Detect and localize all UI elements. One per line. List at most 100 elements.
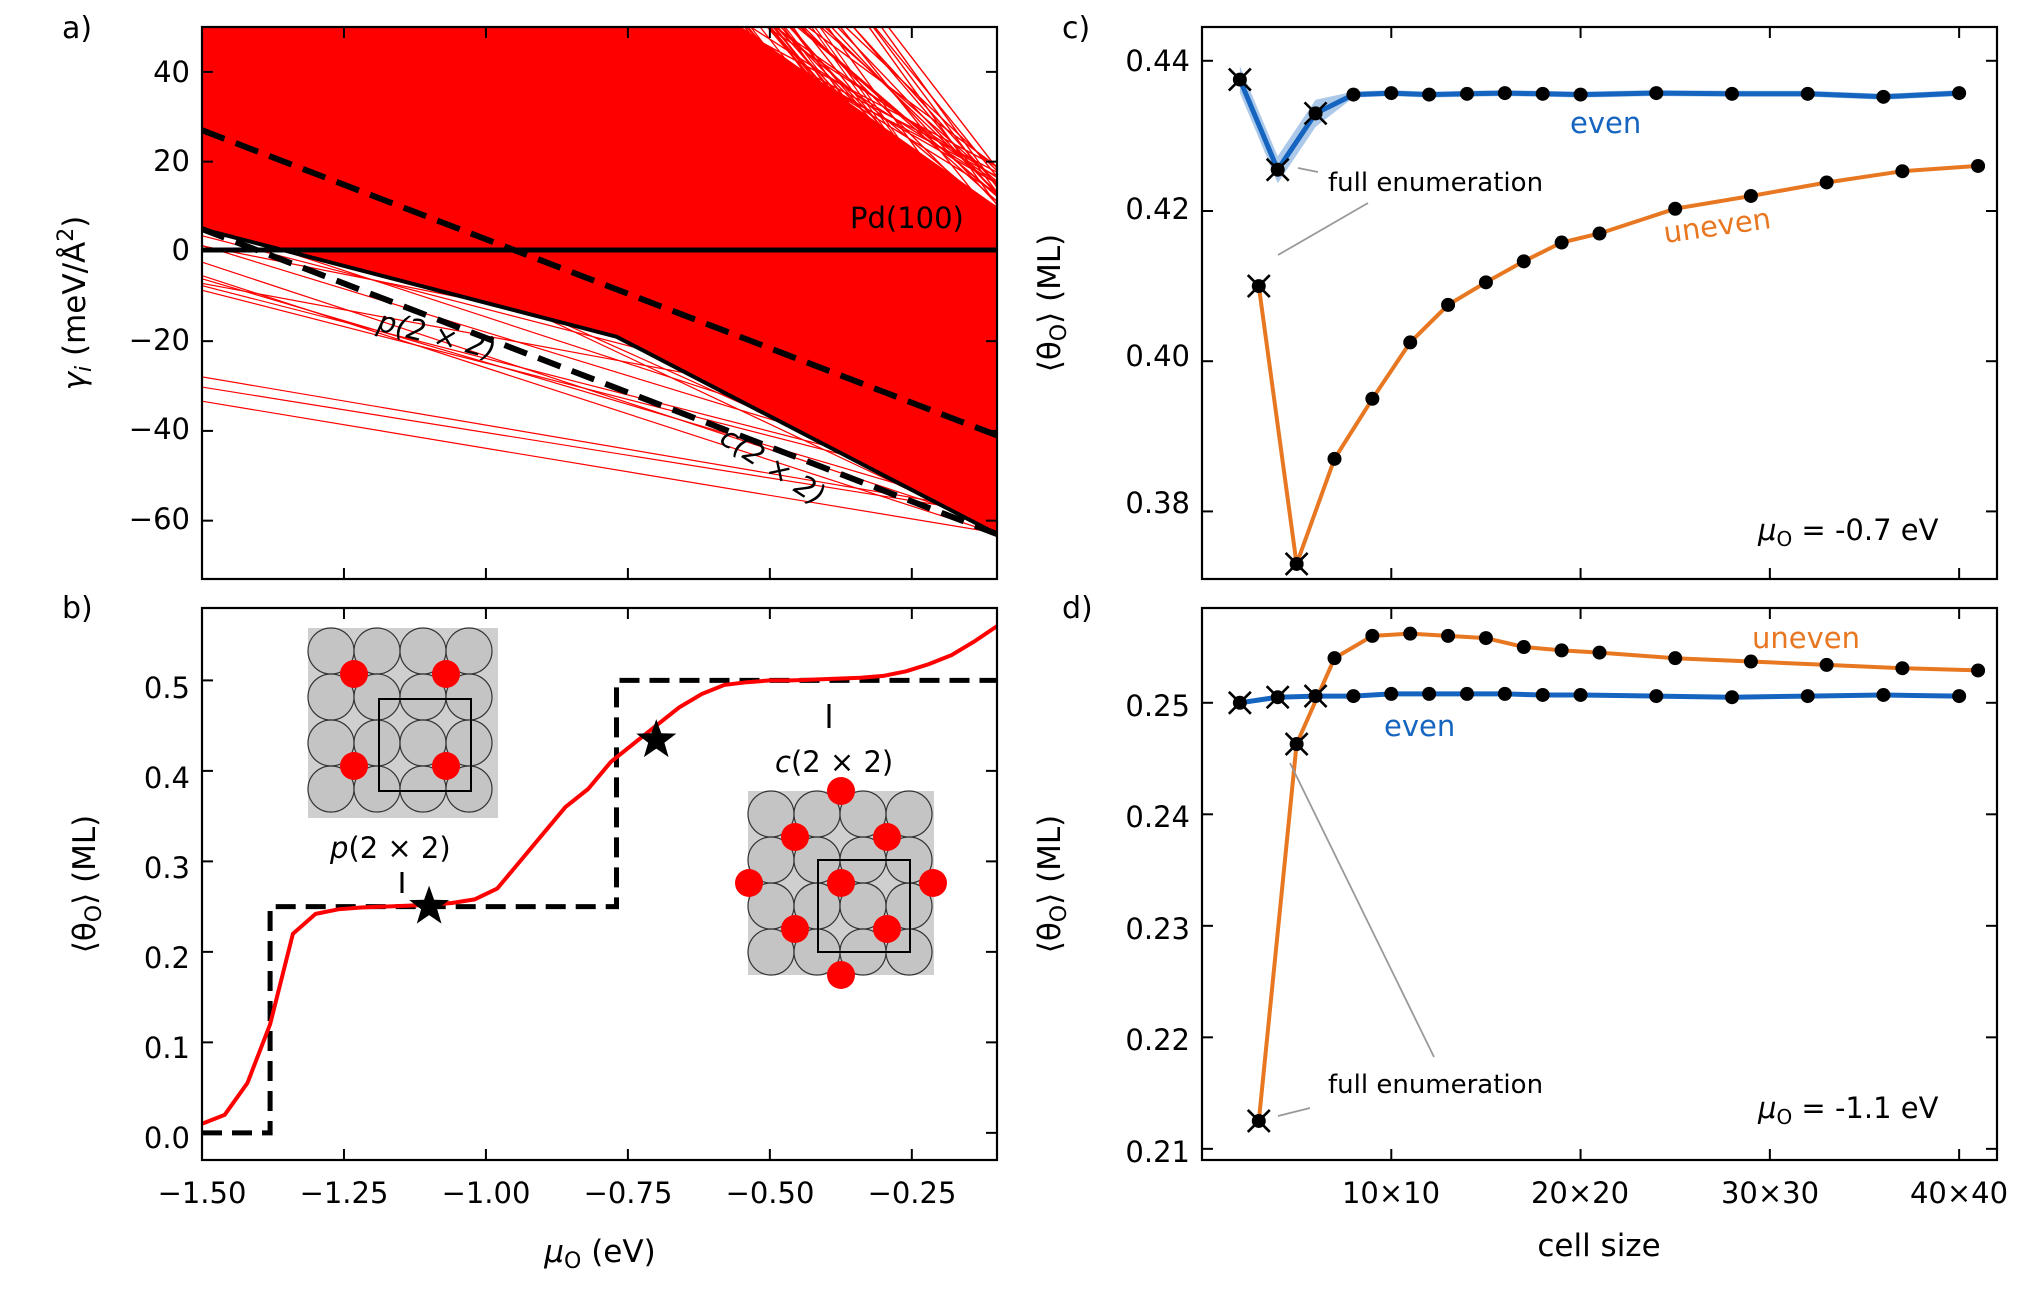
panel-d-xlabel: cell size (1537, 1228, 1660, 1264)
ylabel-symbol: ⟨θ (1032, 922, 1068, 953)
oxygen-atom (781, 915, 809, 943)
cross-marker (1227, 67, 1252, 92)
c2x2-inset (735, 777, 947, 989)
data-point (1876, 687, 1891, 702)
data-point (1403, 626, 1418, 641)
mu-symbol: μ (1757, 513, 1776, 547)
panel-c-frame (1200, 25, 1999, 581)
data-point (1592, 645, 1607, 660)
energy-line (830, 27, 997, 205)
panel-a-frame (200, 25, 999, 581)
star-marker (409, 885, 450, 924)
c2x2-unit-cell (817, 859, 911, 953)
p-symbol: p (329, 831, 348, 865)
d-uneven-label: uneven (1752, 621, 1860, 655)
a-p2x2-label: p(2 × 2) (373, 304, 499, 366)
data-point (1422, 686, 1437, 701)
energy-line (798, 27, 997, 202)
pd100-label: Pd(100) (850, 201, 964, 235)
panel-c-yticklabels: 0.38 0.40 0.42 0.44 (1125, 44, 1190, 520)
panel-a-label: a) (62, 11, 92, 46)
b-xtick-label: −0.50 (726, 1176, 815, 1210)
c-symbol: c (775, 745, 791, 779)
oxygen-atom (827, 869, 855, 897)
panel-d-label: d) (1062, 591, 1093, 626)
p2x2-atoms (307, 627, 493, 813)
c-pointer-even (1297, 167, 1319, 173)
energy-line (872, 27, 997, 193)
xlabel-symbol: μ (543, 1234, 564, 1270)
data-point (1952, 86, 1967, 101)
panel-d: d) 0.21 0.22 0.23 0.24 0.25 10×10 20×20 … (1032, 591, 2008, 1264)
b-p2x2-label: p(2 × 2) (329, 831, 451, 865)
data-point (1384, 86, 1399, 101)
panel-c-label: c) (1062, 11, 1090, 46)
ylabel-symbol: γ (57, 370, 93, 390)
oxygen-atom (735, 869, 763, 897)
c-mu-label: μO = -0.7 eV (1757, 513, 1939, 551)
panel-b: b) 0.5 0.4 0.3 0.2 0.1 0.0 −1.50 −1.25 −… (62, 591, 999, 1274)
data-point (1365, 628, 1380, 643)
ylabel-unit: (meV/Å (57, 242, 93, 366)
panel-c-ylabel: ⟨θO⟩ (ML) (1032, 234, 1072, 373)
d-ytick-label: 0.24 (1125, 800, 1190, 834)
p2x2-inset (307, 627, 498, 818)
data-point (1554, 235, 1569, 250)
b-ytick-label: 0.5 (144, 671, 190, 705)
data-point (1535, 86, 1550, 101)
d-mu-label: μO = -1.1 eV (1757, 1091, 1939, 1129)
panel-d-xticklabels: 10×10 20×20 30×30 40×40 (1342, 1176, 2008, 1210)
xlabel-unit: (eV) (581, 1234, 655, 1270)
data-point (1327, 451, 1342, 466)
ylabel-sub: O (82, 905, 107, 922)
ylabel-sub: O (1047, 324, 1072, 341)
cross-marker (1303, 684, 1328, 709)
energy-line (796, 27, 997, 196)
uneven-series-line (1256, 163, 1979, 565)
data-point (1649, 86, 1664, 101)
a-ytick-label: 20 (153, 144, 190, 178)
oxygen-atom (340, 660, 368, 688)
b-ytick-label: 0.2 (144, 941, 190, 975)
data-point (1573, 687, 1588, 702)
mu-value: = -1.1 eV (1792, 1091, 1938, 1125)
p2x2-unit-cell (378, 698, 472, 792)
data-point (1365, 391, 1380, 406)
b-xtick-label: −0.75 (584, 1176, 673, 1210)
data-point (1535, 687, 1550, 702)
c-rest: (2 × 2) (791, 745, 893, 779)
c-ytick-label: 0.40 (1125, 339, 1190, 373)
b-ytick-label: 0.0 (144, 1121, 190, 1155)
data-point (1876, 89, 1891, 104)
data-point (1743, 654, 1758, 669)
panel-d-ticks (1202, 608, 1997, 1160)
energy-line (887, 27, 997, 169)
oxygen-atom (827, 777, 855, 805)
panel-a-yticklabels: 40 20 0 −20 −40 −60 (129, 55, 190, 536)
data-point (1346, 689, 1361, 704)
xlabel-sub: O (564, 1249, 581, 1274)
mu-sub: O (1776, 1105, 1792, 1129)
data-point (1743, 188, 1758, 203)
star-marker (636, 719, 677, 758)
a-ytick-label: 0 (172, 233, 190, 267)
panel-a-ticks (202, 27, 997, 579)
coverage-curve (202, 624, 997, 1126)
oxygen-atom (827, 961, 855, 989)
cross-marker (1303, 101, 1328, 126)
d-pointer-even (1289, 762, 1435, 1058)
a-ytick-label: −40 (129, 412, 190, 446)
panel-b-xticklabels: −1.50 −1.25 −1.00 −0.75 −0.50 −0.25 (158, 1176, 957, 1210)
c-pointer-uneven (1277, 202, 1369, 256)
data-point (1441, 628, 1456, 643)
data-point (1460, 686, 1474, 701)
data-point (1497, 86, 1512, 101)
cross-marker (1227, 690, 1252, 715)
mu-sub: O (1776, 527, 1792, 551)
data-point (1478, 631, 1493, 646)
d-xtick-label: 10×10 (1342, 1176, 1440, 1210)
cross-marker (1246, 274, 1271, 299)
c-points (1227, 67, 1986, 576)
data-point (1668, 651, 1683, 666)
ground-state-hull (202, 227, 997, 536)
